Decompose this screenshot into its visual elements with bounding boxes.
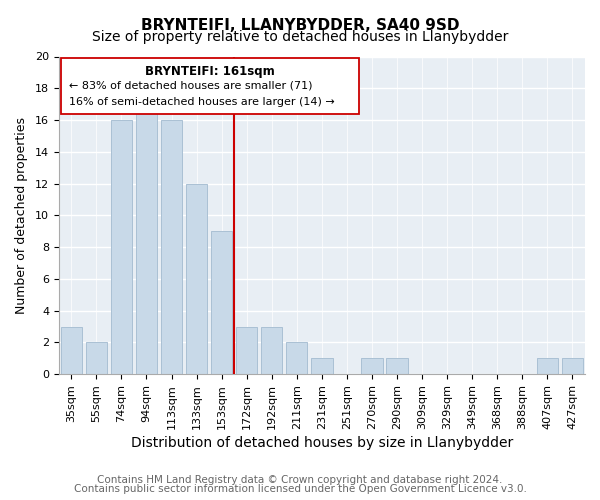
Bar [261, 326, 283, 374]
Text: Contains public sector information licensed under the Open Government Licence v3: Contains public sector information licen… [74, 484, 526, 494]
Bar [386, 358, 408, 374]
Bar [361, 358, 383, 374]
Bar [186, 184, 207, 374]
Text: Size of property relative to detached houses in Llanybydder: Size of property relative to detached ho… [92, 30, 508, 44]
Bar [136, 104, 157, 374]
Y-axis label: Number of detached properties: Number of detached properties [15, 117, 28, 314]
Bar [161, 120, 182, 374]
Bar [86, 342, 107, 374]
Text: Contains HM Land Registry data © Crown copyright and database right 2024.: Contains HM Land Registry data © Crown c… [97, 475, 503, 485]
FancyBboxPatch shape [61, 58, 359, 114]
Bar [286, 342, 307, 374]
Bar [211, 231, 232, 374]
Text: 16% of semi-detached houses are larger (14) →: 16% of semi-detached houses are larger (… [70, 97, 335, 107]
Text: ← 83% of detached houses are smaller (71): ← 83% of detached houses are smaller (71… [70, 81, 313, 91]
Text: BRYNTEIFI: 161sqm: BRYNTEIFI: 161sqm [145, 65, 275, 78]
Bar [236, 326, 257, 374]
Bar [61, 326, 82, 374]
Bar [562, 358, 583, 374]
Bar [311, 358, 332, 374]
X-axis label: Distribution of detached houses by size in Llanybydder: Distribution of detached houses by size … [131, 436, 513, 450]
Bar [111, 120, 132, 374]
Bar [537, 358, 558, 374]
Text: BRYNTEIFI, LLANYBYDDER, SA40 9SD: BRYNTEIFI, LLANYBYDDER, SA40 9SD [141, 18, 459, 32]
